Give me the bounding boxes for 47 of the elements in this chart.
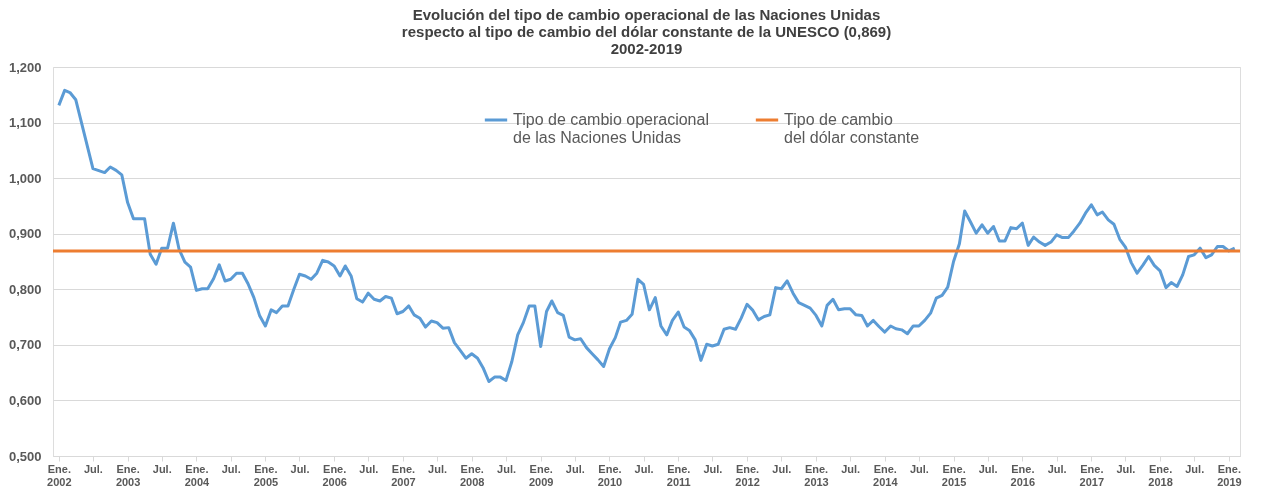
x-tick-label: Jul.	[634, 462, 654, 475]
y-tick-label: 1,200	[8, 59, 42, 75]
x-tick-label: Ene. 2010	[597, 462, 623, 488]
x-tick-label: Jul.	[359, 462, 379, 475]
x-tick-label: Ene. 2005	[253, 462, 279, 488]
y-tick-label: 0,700	[8, 337, 42, 353]
y-tick-label: 0,900	[8, 226, 42, 242]
x-tick-label: Jul.	[1116, 462, 1136, 475]
x-tick-label: Ene. 2012	[735, 462, 760, 488]
x-tick-label: Ene. 2002	[47, 462, 72, 488]
x-tick-label: Jul.	[565, 462, 585, 475]
legend-label: Tipo de cambio del dólar constante	[784, 111, 920, 146]
x-tick-label: Ene. 2004	[184, 462, 211, 488]
x-tick-label: Jul.	[1185, 462, 1205, 475]
x-tick-label: Ene. 2007	[391, 462, 416, 488]
x-tick-label: Ene. 2016	[1010, 462, 1036, 488]
x-tick-label: Jul.	[1047, 462, 1067, 475]
x-tick-label: Ene. 2013	[804, 462, 829, 488]
y-tick-label: 0,500	[8, 448, 42, 464]
x-tick-label: Jul.	[152, 462, 172, 475]
x-tick-label: Ene. 2019	[1217, 462, 1242, 488]
x-tick-label: Jul.	[978, 462, 998, 475]
x-tick-label: Jul.	[83, 462, 103, 475]
x-tick-label: Ene. 2018	[1148, 462, 1173, 488]
y-tick-label: 0,800	[8, 281, 42, 297]
x-tick-label: Jul.	[772, 462, 792, 475]
y-tick-label: 0,600	[8, 392, 42, 408]
x-tick-label: Jul.	[497, 462, 516, 475]
x-tick-label: Ene. 2009	[528, 462, 554, 488]
legend-label: Tipo de cambio operacional de las Naciones Unidas	[513, 111, 709, 146]
x-tick-label: Jul.	[290, 462, 310, 475]
x-tick-label: Ene. 2015	[941, 462, 967, 488]
x-tick-label: Ene. 2017	[1079, 462, 1105, 488]
x-tick-label: Ene. 2003	[115, 462, 141, 488]
x-tick-label: Jul.	[909, 462, 929, 475]
line-series	[57, 88, 1237, 384]
x-tick-label: Jul.	[841, 462, 861, 475]
x-tick-label: Ene. 2014	[873, 462, 899, 488]
x-tick-label: Ene. 2006	[322, 462, 347, 488]
x-tick-label: Jul.	[703, 462, 723, 475]
y-tick-label: 1,100	[8, 115, 42, 131]
x-tick-label: Jul.	[221, 462, 241, 475]
x-tick-label: Jul.	[428, 462, 448, 475]
x-tick-label: Ene. 2011	[666, 462, 691, 488]
y-tick-label: 1,000	[8, 170, 42, 186]
chart-title: Evolución del tipo de cambio operacional de las Naciones Unidas respecto al tipo de cambio del dólar constante de la UNESCO (0,869) 2002-2019	[401, 6, 892, 57]
x-tick-label: Ene. 2008	[459, 462, 485, 488]
